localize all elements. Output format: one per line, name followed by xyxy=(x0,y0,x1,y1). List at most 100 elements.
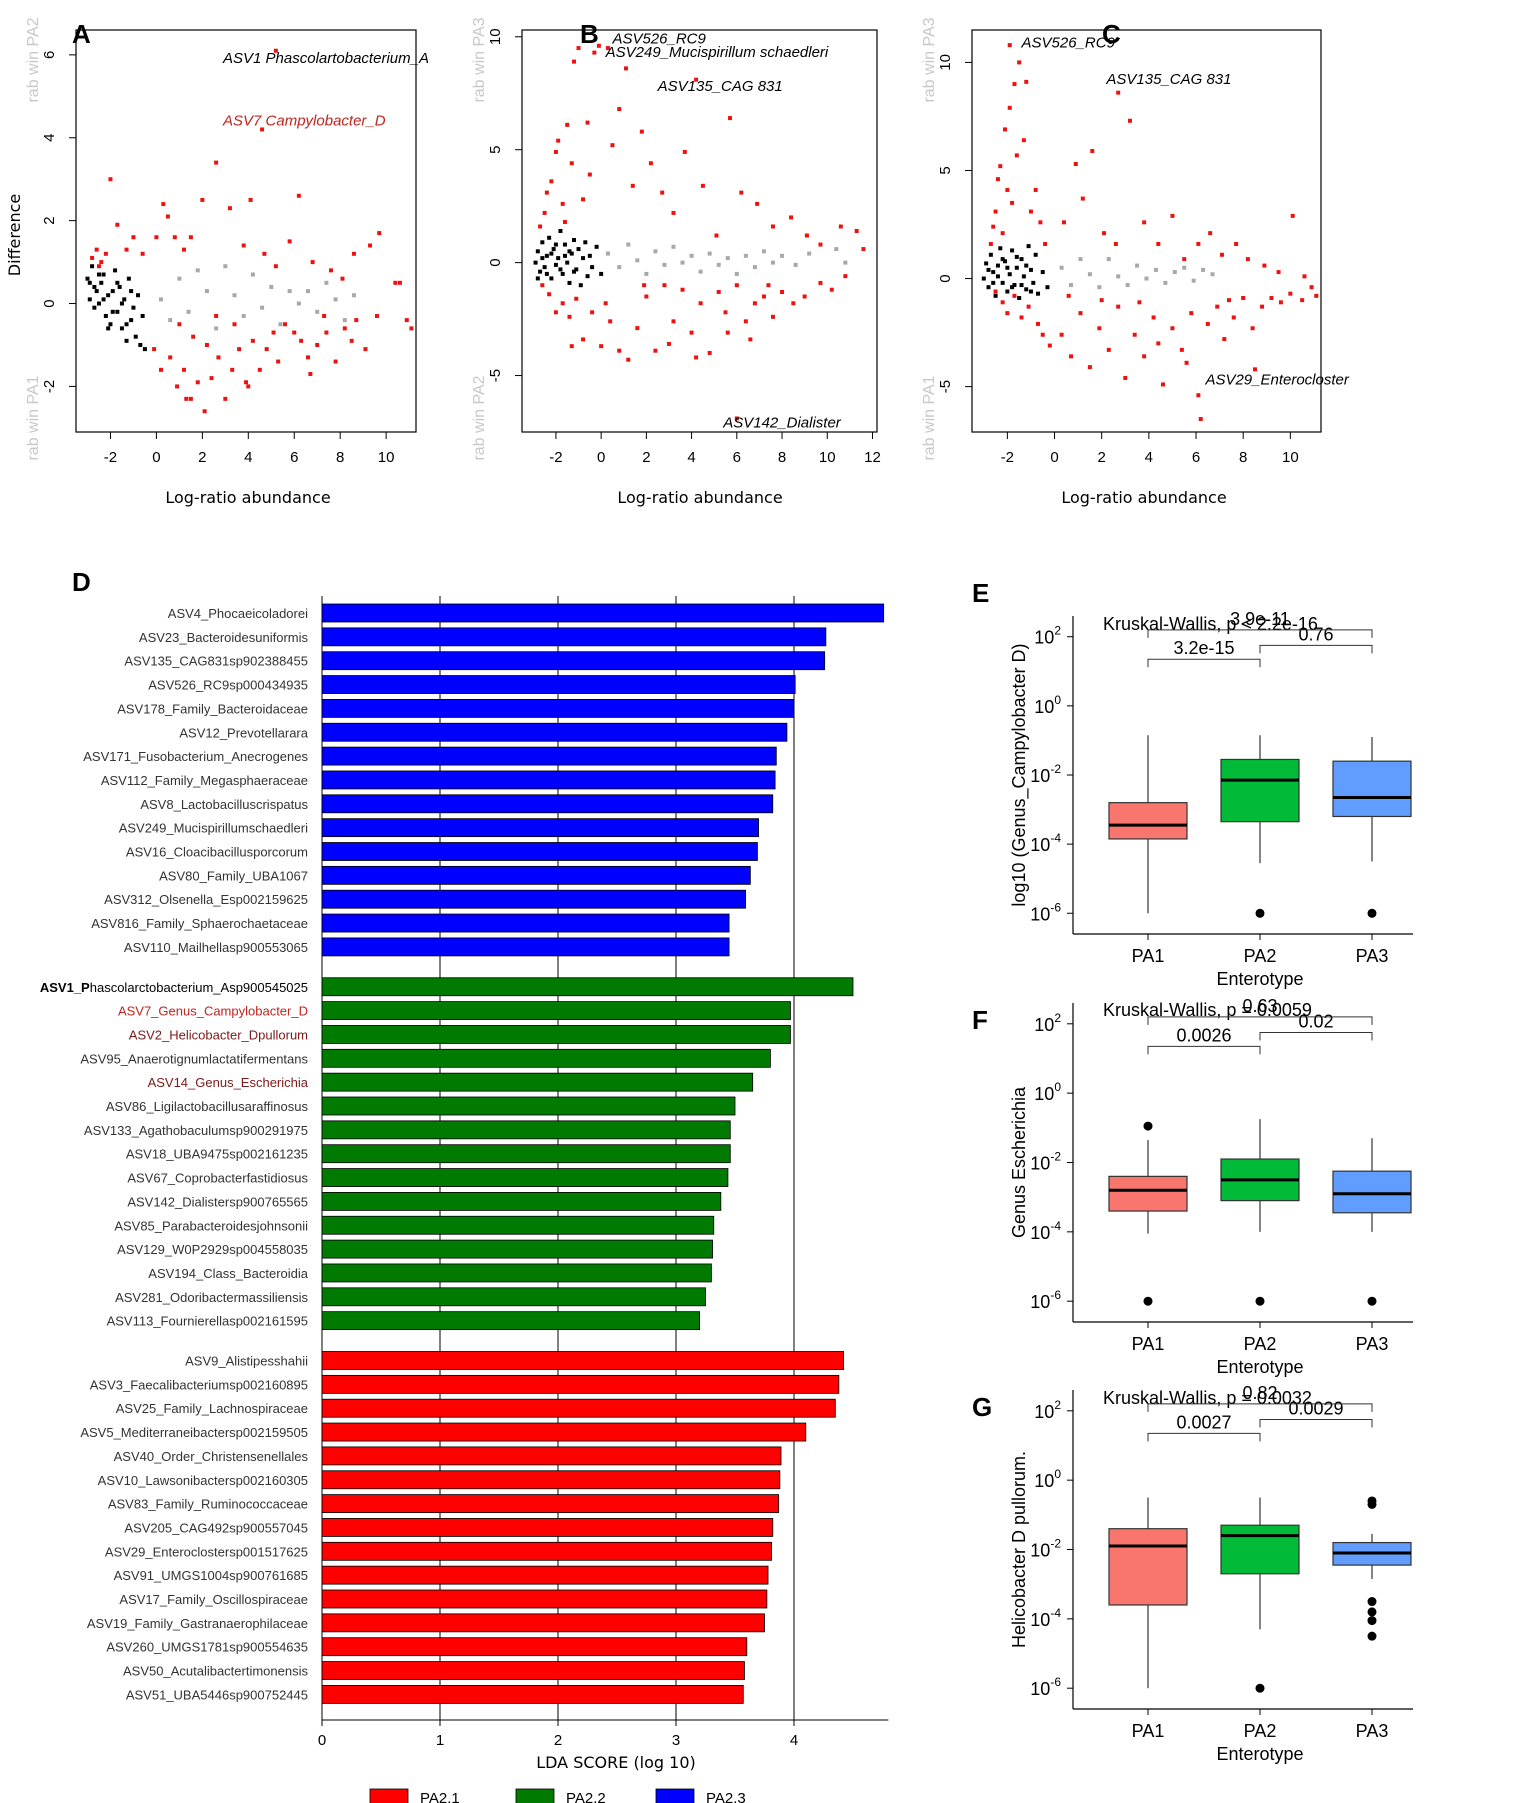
x-tick-label: 0 xyxy=(318,1732,326,1749)
panel-letter: A xyxy=(72,19,91,49)
lda-bar xyxy=(321,889,747,909)
point-red xyxy=(1156,241,1161,246)
point-red xyxy=(838,224,843,229)
point-black xyxy=(1033,252,1038,257)
plot-frame xyxy=(971,29,1322,433)
point-black xyxy=(101,272,106,277)
legend-label: PA2.2 xyxy=(566,1790,606,1803)
point-gray xyxy=(716,262,721,267)
point-red xyxy=(680,287,685,292)
point-gray xyxy=(232,293,237,298)
lda-bar-label: ASV3_Faecalibacteriumsp002160895 xyxy=(90,1377,308,1392)
point-gray xyxy=(761,249,766,254)
legend-label: PA2.1 xyxy=(420,1790,460,1803)
point-red xyxy=(818,242,823,247)
point-gray xyxy=(1210,272,1215,277)
point-red xyxy=(576,46,581,51)
point-red xyxy=(538,224,543,229)
point-annotation: ASV7 Campylobacter_D xyxy=(222,112,386,129)
tick-base: 10 xyxy=(1030,835,1050,855)
point-black xyxy=(94,289,99,294)
lda-bar xyxy=(321,1311,701,1331)
point-red xyxy=(1102,231,1107,236)
point-black xyxy=(110,309,115,314)
point-red xyxy=(644,294,649,299)
tick-exponent: 2 xyxy=(1054,624,1061,638)
lda-bar xyxy=(321,722,788,742)
lda-bar-label: ASV14_Genus_Escherichia xyxy=(148,1075,309,1090)
point-black xyxy=(1010,248,1015,253)
point-gray xyxy=(315,309,320,314)
y-tick-label: 10-2 xyxy=(1030,1150,1061,1174)
point-black xyxy=(1012,283,1017,288)
point-gray xyxy=(278,322,283,327)
point-black xyxy=(1045,285,1050,290)
lda-bar-label: ASV2_Helicobacter_Dpullorum xyxy=(129,1027,308,1042)
outlier-point xyxy=(1367,1499,1377,1509)
point-red xyxy=(780,289,785,294)
point-gray xyxy=(1087,272,1092,277)
point-gray xyxy=(1182,265,1187,270)
point-red xyxy=(734,283,739,288)
lda-bar xyxy=(321,1025,791,1044)
point-red xyxy=(393,280,398,285)
point-red xyxy=(131,235,136,240)
tick-base: 10 xyxy=(1034,628,1054,648)
point-red xyxy=(1087,365,1092,370)
point-red xyxy=(789,215,794,220)
point-red xyxy=(1142,220,1147,225)
point-black xyxy=(547,235,552,240)
point-red xyxy=(276,359,281,364)
x-tick-label: 0 xyxy=(1050,449,1058,466)
x-tick-label: 10 xyxy=(1282,449,1299,466)
x-tick-label: 2 xyxy=(1098,449,1106,466)
point-red xyxy=(1170,213,1175,218)
point-red xyxy=(1021,138,1026,143)
point-red xyxy=(562,219,567,224)
tick-exponent: -2 xyxy=(1050,762,1061,776)
point-red xyxy=(1208,231,1213,236)
outlier-point xyxy=(1367,908,1377,918)
x-axis-title: Enterotype xyxy=(1216,1357,1303,1377)
point-gray xyxy=(843,260,848,265)
point-red-annotated xyxy=(734,416,739,421)
lda-bar xyxy=(321,1422,807,1442)
lda-bar-label: ASV51_UBA5446sp900752445 xyxy=(126,1687,308,1702)
point-black xyxy=(585,274,590,279)
y-tick-label: 10-6 xyxy=(1030,900,1061,924)
point-red xyxy=(666,341,671,346)
side-label-bottom: rab win PA1 xyxy=(921,375,938,460)
point-red xyxy=(271,330,276,335)
point-gray xyxy=(269,284,274,289)
tick-base: 10 xyxy=(1030,1154,1050,1174)
point-black xyxy=(117,284,122,289)
lda-bar xyxy=(321,1565,769,1585)
point-red xyxy=(1012,293,1017,298)
point-black xyxy=(1014,265,1019,270)
point-red xyxy=(1038,220,1043,225)
point-black xyxy=(87,297,92,302)
y-tick-label: 10-4 xyxy=(1030,1606,1061,1630)
point-black xyxy=(1036,291,1041,296)
point-red xyxy=(232,322,237,327)
lda-bar xyxy=(321,794,774,814)
point-red xyxy=(1024,79,1029,84)
lda-bar-label: ASV281_Odoribactermassiliensis xyxy=(115,1290,308,1305)
point-black xyxy=(92,284,97,289)
point-gray xyxy=(324,280,329,285)
point-red xyxy=(540,283,545,288)
tick-exponent: -2 xyxy=(1050,1537,1061,1551)
point-red xyxy=(1215,304,1220,309)
box-pa1 xyxy=(1108,802,1188,840)
point-black xyxy=(578,283,583,288)
test-title: Kruskal-Wallis, p = 0.0059 xyxy=(1103,1000,1312,1020)
lda-bar xyxy=(321,1120,731,1140)
point-red xyxy=(743,319,748,324)
outlier-point xyxy=(1255,908,1265,918)
y-axis-title: Genus Escherichia xyxy=(1009,1086,1029,1238)
point-red xyxy=(306,355,311,360)
x-tick-label: 8 xyxy=(336,449,344,466)
lda-panel: D ASV4_Phocaeicoladorei ASV23_Bacteroidesu… xyxy=(40,567,889,1803)
point-red xyxy=(755,201,760,206)
